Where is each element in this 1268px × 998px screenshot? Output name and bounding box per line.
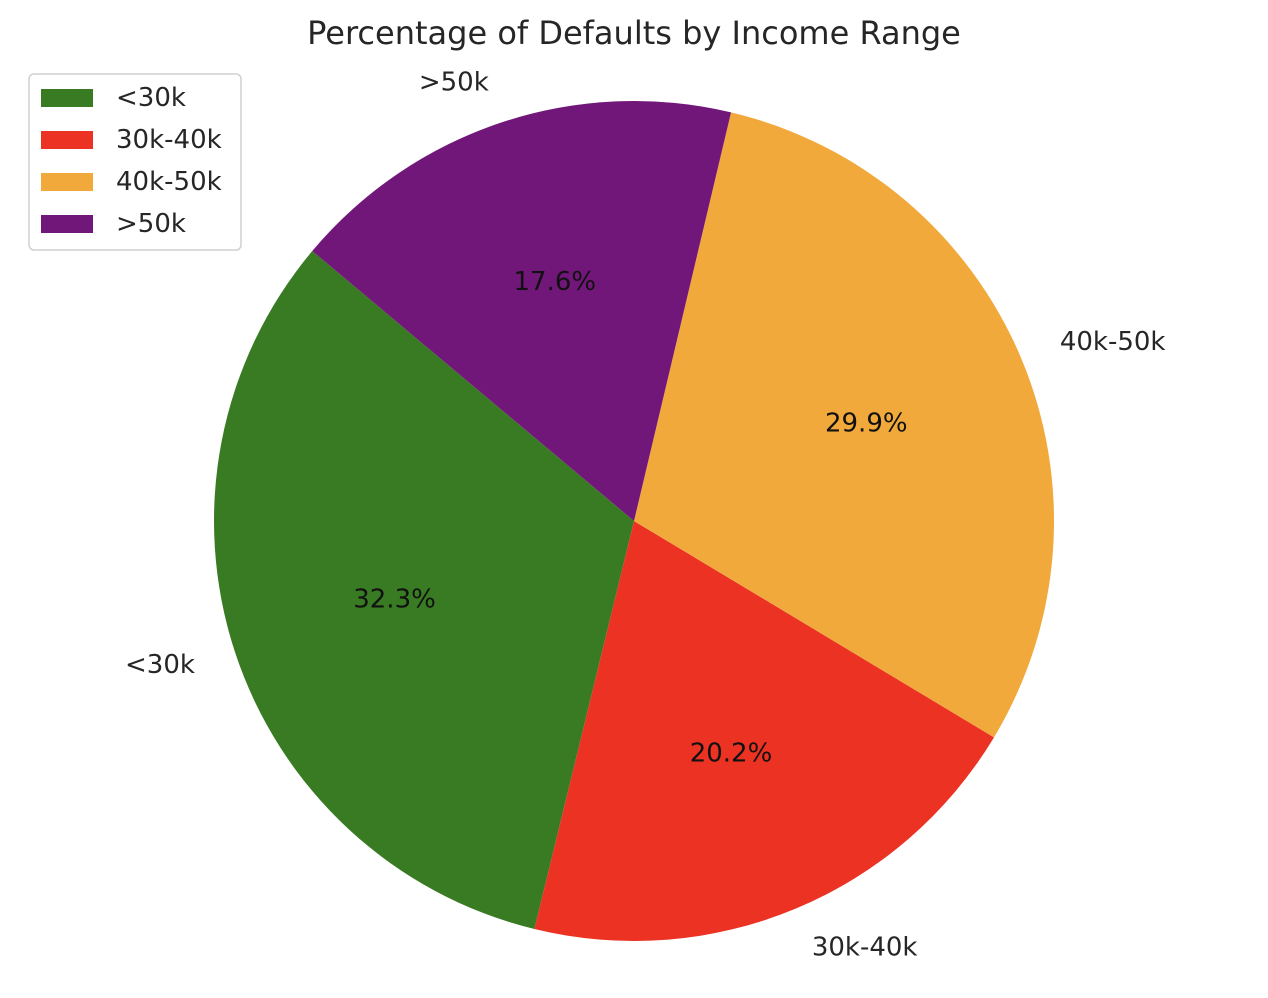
legend-label-40k-50k: 40k-50k [116, 167, 222, 197]
pie-category-labels: <30k 30k-40k 40k-50k >50k [125, 67, 1165, 962]
pie-slice-40k-50k [634, 112, 1054, 738]
legend-swatch-30k-40k [41, 131, 93, 149]
slice-percent-30k-40k: 20.2% [690, 739, 773, 769]
pie-slice-lt-30k [214, 251, 634, 930]
slice-label-gt-50k: >50k [419, 67, 489, 97]
pie-slice-gt-50k [312, 100, 732, 521]
legend-label-30k-40k: 30k-40k [116, 125, 222, 155]
legend-frame [28, 73, 242, 251]
slice-label-30k-40k: 30k-40k [812, 932, 918, 962]
slice-percent-lt-30k: 32.3% [353, 584, 436, 614]
legend-swatch-gt-50k [41, 215, 93, 233]
legend-swatch-40k-50k [41, 173, 93, 191]
pie-slices [214, 100, 1054, 941]
pie-percentage-labels: 32.3% 20.2% 29.9% 17.6% [353, 267, 907, 769]
slice-percent-gt-50k: 17.6% [513, 267, 596, 297]
slice-label-lt-30k: <30k [125, 650, 195, 680]
legend-label-gt-50k: >50k [116, 209, 186, 239]
legend-items: <30k 30k-40k 40k-50k >50k [41, 83, 222, 239]
legend-label-lt-30k: <30k [116, 83, 186, 113]
legend-swatch-lt-30k [41, 89, 93, 107]
slice-percent-40k-50k: 29.9% [825, 408, 908, 438]
chart-legend: <30k 30k-40k 40k-50k >50k [28, 73, 242, 251]
pie-slice-30k-40k [534, 521, 995, 941]
slice-label-40k-50k: 40k-50k [1060, 327, 1166, 357]
chart-title: Percentage of Defaults by Income Range [307, 14, 961, 52]
